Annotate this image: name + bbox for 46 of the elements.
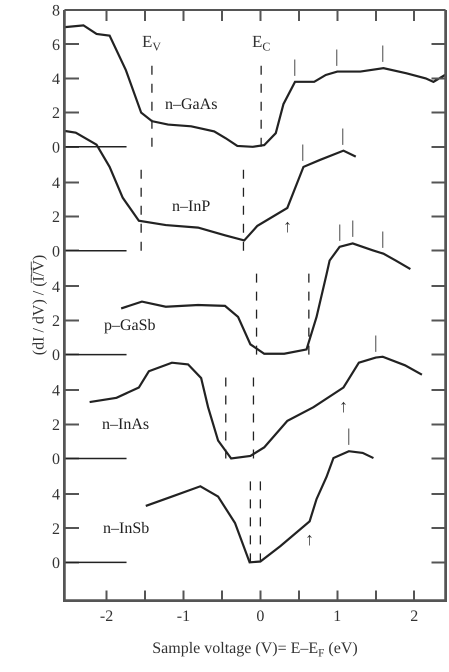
annotation: | <box>351 217 355 237</box>
series-label: n–InAs <box>102 416 150 433</box>
annotation: | <box>347 425 351 445</box>
x-tick-label: -2 <box>100 608 114 625</box>
y-tick-label: 2 <box>52 209 60 226</box>
y-tick-label: 0 <box>52 347 60 364</box>
annotation: | <box>335 46 339 66</box>
ref-line-label: E$_{C}$ <box>252 32 270 54</box>
annotation: ↑ <box>339 396 348 416</box>
x-tick-label: -1 <box>176 608 190 625</box>
y-tick-label: 0 <box>52 451 60 468</box>
y-tick-label: 4 <box>52 71 60 88</box>
y-tick-label: 0 <box>52 139 60 156</box>
annotation: ↑ <box>305 529 314 549</box>
annotation: | <box>341 125 345 145</box>
y-axis-title: (dI / dV) / (I̅/̅V̅) <box>30 254 48 356</box>
annotation: | <box>374 332 378 352</box>
y-tick-label: 2 <box>52 416 60 434</box>
y-tick-label: 0 <box>52 243 60 260</box>
annotation: | <box>301 141 305 161</box>
line-series <box>88 356 424 460</box>
y-tick-label: 6 <box>52 36 60 54</box>
annotation: | <box>338 221 342 241</box>
y-tick-label: 4 <box>52 382 60 400</box>
line-series <box>65 24 445 148</box>
y-tick-label: 2 <box>52 312 60 330</box>
x-tick-label: 1 <box>333 608 342 625</box>
x-tick-label: 0 <box>256 608 264 625</box>
y-tick-label: 0 <box>52 554 60 572</box>
annotation: | <box>381 228 385 248</box>
y-tick-label: 2 <box>52 520 60 538</box>
y-tick-label: 2 <box>52 105 60 122</box>
annotation: | <box>381 42 385 62</box>
series-label: n–GaAs <box>165 96 218 113</box>
y-tick-label: 4 <box>52 486 60 504</box>
x-axis-title: Sample voltage (V)= E–E$_{F}$ (eV) <box>152 640 358 660</box>
y-tick-label: 4 <box>52 174 60 192</box>
y-tick-label: 4 <box>52 278 60 296</box>
ref-line-label: E$_{V}$ <box>142 32 162 54</box>
series-label: n–InSb <box>103 520 150 537</box>
series-label: n–InP <box>172 198 210 215</box>
annotation: | <box>293 56 297 76</box>
series-label: p–GaSb <box>104 317 156 334</box>
annotation: ↑ <box>283 216 292 236</box>
y-tick-label: 8 <box>52 2 60 20</box>
x-tick-label: 2 <box>410 608 418 625</box>
